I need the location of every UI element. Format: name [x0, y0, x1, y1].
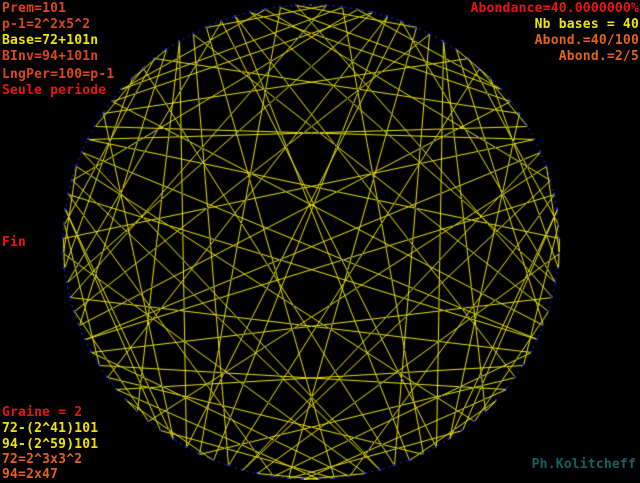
congruence-94: 94-(2^59)101 — [2, 437, 99, 452]
param-prem: Prem=101 — [2, 1, 67, 16]
param-factorization: p-1=2^2x5^2 — [2, 17, 91, 32]
factorization-94: 94=2x47 — [2, 467, 59, 482]
stat-abond-fraction: Abond.=40/100 — [534, 33, 639, 48]
signature-author: Ph.Kolitcheff — [531, 457, 636, 472]
param-base: Base=72+101n — [2, 33, 99, 48]
stat-abundance: Abondance=40.0000000% — [470, 1, 639, 16]
param-binv: BInv=94+101n — [2, 49, 99, 64]
stat-abond-reduced: Abond.=2/5 — [558, 49, 639, 64]
status-fin: Fin — [2, 235, 27, 250]
factorization-72: 72=2^3x3^2 — [2, 452, 83, 467]
param-single-period: Seule periode — [2, 83, 107, 98]
stat-nb-bases: Nb bases = 40 — [534, 17, 639, 32]
param-period-length: LngPer=100=p-1 — [2, 67, 115, 82]
congruence-72: 72-(2^41)101 — [2, 421, 99, 436]
seed-graine: Graine = 2 — [2, 405, 83, 420]
